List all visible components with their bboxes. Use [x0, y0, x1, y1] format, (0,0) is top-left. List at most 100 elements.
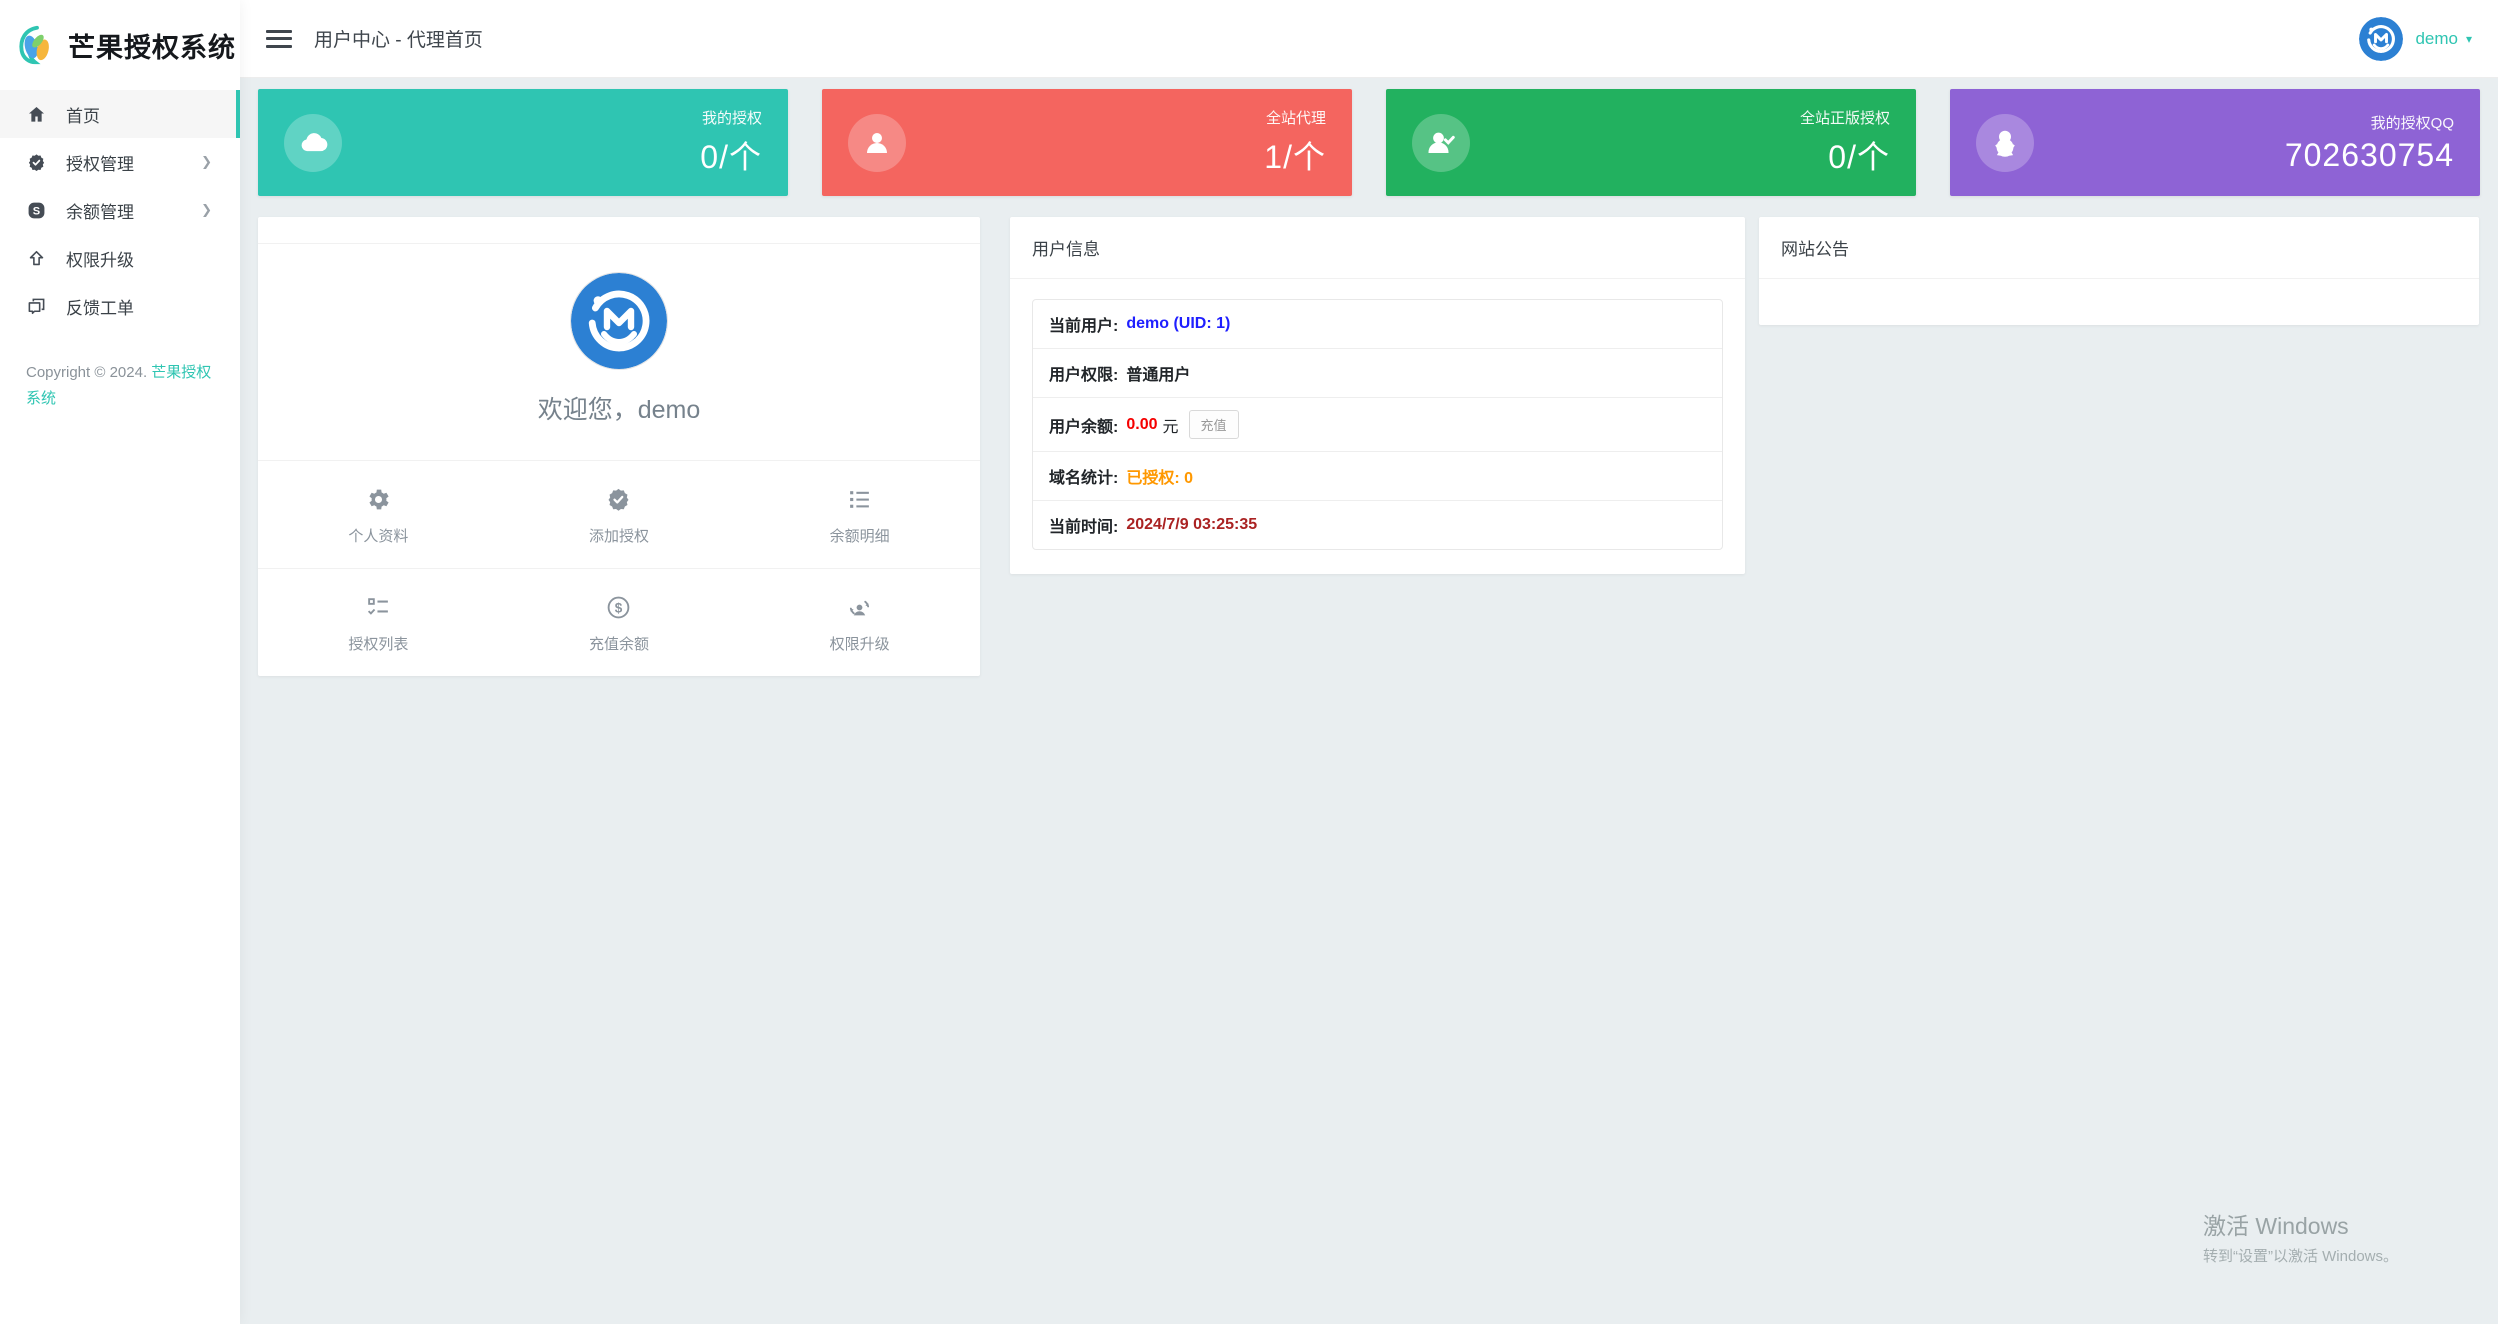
info-value: 已授权: 0	[1126, 470, 1194, 487]
sidebar-item-label: 授权管理	[66, 154, 134, 174]
sidebar-item-label: 余额管理	[66, 202, 134, 222]
user-info-list: 当前用户: demo (UID: 1) 用户权限: 普通用户 用户余额: 0.0…	[1032, 299, 1723, 550]
stat-label: 我的授权QQ	[2370, 114, 2454, 132]
stat-card-license-qq[interactable]: 我的授权QQ 702630754	[1950, 89, 2480, 196]
welcome-greeting: 欢迎您，demo	[537, 396, 701, 424]
action-recharge-balance[interactable]: 充值余额	[499, 569, 740, 676]
avatar	[570, 272, 668, 370]
announcement-title: 网站公告	[1759, 217, 2479, 279]
info-label: 用户余额:	[1049, 418, 1119, 436]
arrow-up-icon	[27, 249, 46, 268]
user-refresh-icon	[739, 595, 980, 621]
action-label: 授权列表	[348, 636, 409, 653]
gear-icon	[258, 487, 499, 513]
chevron-down-icon: ▾	[2465, 31, 2472, 46]
stat-card-site-agents[interactable]: 全站代理 1/个	[822, 89, 1352, 196]
info-value: demo (UID: 1)	[1126, 315, 1231, 332]
action-add-license[interactable]: 添加授权	[498, 461, 740, 569]
watermark-line2: 转到“设置”以激活 Windows。	[2202, 1248, 2398, 1265]
announcement-panel: 网站公告	[1759, 217, 2479, 325]
info-row-user-balance: 用户余额: 0.00 元 充值	[1033, 398, 1722, 452]
announcement-body	[1759, 279, 2479, 325]
dollar-circle-icon	[499, 595, 740, 621]
brand[interactable]: 芒果授权系统	[0, 0, 240, 90]
stat-card-site-genuine-licenses[interactable]: 全站正版授权 0/个	[1386, 89, 1916, 196]
sidebar-item-label: 首页	[66, 106, 100, 126]
avatar[interactable]	[2359, 16, 2404, 61]
stat-value: 0/个	[1828, 139, 1890, 175]
info-value: 2024/7/9 03:25:35	[1126, 516, 1258, 533]
sidebar-item-permission-upgrade[interactable]: 权限升级	[0, 234, 240, 282]
list-icon	[739, 487, 980, 513]
watermark-line1: 激活 Windows	[2202, 1213, 2349, 1239]
badge-check-icon	[499, 487, 740, 513]
user-icon	[848, 113, 906, 172]
info-value: 普通用户	[1126, 367, 1191, 384]
stat-card-my-licenses[interactable]: 我的授权 0/个	[258, 89, 788, 196]
sidebar-item-label: 反馈工单	[66, 298, 134, 318]
checklist-icon	[258, 595, 499, 621]
stat-value: 1/个	[1264, 139, 1326, 175]
stats-row: 我的授权 0/个 全站代理 1/个 全站正版授权 0/个	[258, 89, 2480, 196]
action-profile[interactable]: 个人资料	[258, 461, 499, 569]
chevron-right-icon: ❯	[201, 154, 212, 169]
action-permission-upgrade[interactable]: 权限升级	[739, 569, 980, 676]
user-info-title: 用户信息	[1010, 217, 1745, 279]
breadcrumb: 用户中心 - 代理首页	[314, 30, 483, 51]
info-row-domain-stats: 域名统计: 已授权: 0	[1033, 452, 1722, 501]
info-label: 域名统计:	[1049, 470, 1119, 487]
main-content: 我的授权 0/个 全站代理 1/个 全站正版授权 0/个	[240, 78, 2498, 1324]
action-label: 充值余额	[588, 636, 649, 653]
stat-label: 全站正版授权	[1799, 110, 1890, 127]
user-info-body: 当前用户: demo (UID: 1) 用户权限: 普通用户 用户余额: 0.0…	[1010, 279, 1745, 574]
info-row-current-time: 当前时间: 2024/7/9 03:25:35	[1033, 501, 1722, 549]
recharge-button[interactable]: 充值	[1188, 410, 1239, 439]
brand-name: 芒果授权系统	[68, 32, 236, 63]
sidebar-item-feedback-ticket[interactable]: 反馈工单	[0, 282, 240, 330]
sidebar: 芒果授权系统 首页 授权管理 ❯ 余额管理 ❯ 权限升级	[0, 0, 240, 1324]
home-icon	[27, 105, 46, 124]
welcome-panel-header	[258, 217, 980, 244]
copyright: Copyright © 2024. 芒果授权系统	[0, 330, 240, 411]
hamburger-icon[interactable]	[266, 29, 292, 48]
quick-actions-grid: 个人资料 添加授权 余额明细 授权列表	[258, 460, 980, 676]
stat-label: 我的授权	[701, 110, 762, 127]
info-label: 当前用户:	[1049, 318, 1119, 335]
copyright-link[interactable]: 芒果授权系统	[26, 364, 212, 407]
badge-check-icon	[27, 153, 46, 172]
action-license-list[interactable]: 授权列表	[258, 569, 499, 676]
qq-penguin-icon	[1976, 113, 2034, 172]
user-check-icon	[1412, 113, 1470, 172]
user-info-panel: 用户信息 当前用户: demo (UID: 1) 用户权限: 普通用户 用户余额…	[1010, 217, 1745, 574]
username: demo	[2415, 28, 2458, 48]
action-label: 个人资料	[348, 528, 409, 545]
sidebar-item-license-mgmt[interactable]: 授权管理 ❯	[0, 138, 240, 186]
info-label: 当前时间:	[1049, 519, 1119, 536]
stat-value: 0/个	[700, 139, 762, 175]
balance-s-icon	[27, 201, 46, 220]
stat-label: 全站代理	[1265, 110, 1326, 127]
mango-logo-icon	[14, 22, 60, 68]
user-dropdown[interactable]: demo ▾	[2359, 16, 2472, 61]
action-balance-detail[interactable]: 余额明细	[739, 461, 980, 569]
sidebar-item-home[interactable]: 首页	[0, 90, 240, 138]
action-label: 余额明细	[829, 528, 890, 545]
sidebar-menu: 首页 授权管理 ❯ 余额管理 ❯ 权限升级 反馈工单	[0, 90, 240, 330]
info-value-suffix: 元	[1162, 418, 1179, 436]
windows-activation-watermark: 激活 Windows 转到“设置”以激活 Windows。	[2203, 1207, 2398, 1266]
info-label: 用户权限:	[1049, 367, 1119, 384]
welcome-body: 欢迎您，demo	[258, 244, 980, 460]
chevron-right-icon: ❯	[201, 202, 212, 217]
ticket-chat-icon	[27, 297, 46, 316]
action-label: 添加授权	[588, 528, 649, 545]
cloud-icon	[284, 113, 342, 172]
stat-value: 702630754	[2284, 136, 2454, 173]
sidebar-item-balance-mgmt[interactable]: 余额管理 ❯	[0, 186, 240, 234]
info-row-current-user: 当前用户: demo (UID: 1)	[1033, 300, 1722, 349]
action-label: 权限升级	[829, 636, 890, 653]
info-value: 0.00	[1126, 415, 1158, 433]
sidebar-item-label: 权限升级	[66, 250, 134, 270]
panels-row: 欢迎您，demo 个人资料 添加授权 余额明细	[258, 217, 2480, 676]
welcome-panel: 欢迎您，demo 个人资料 添加授权 余额明细	[258, 217, 980, 676]
